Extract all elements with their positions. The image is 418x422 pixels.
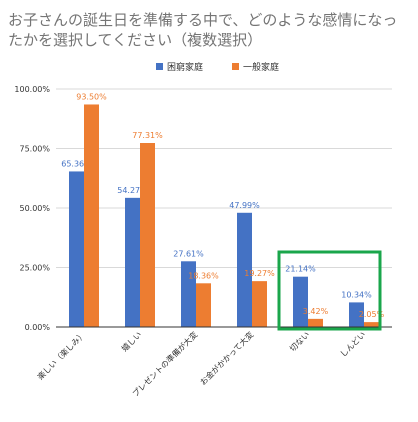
data-label: 21.14%: [285, 265, 316, 274]
bar: [125, 197, 140, 327]
chart-title: お子さんの誕生日を準備する中で、どのような感情になったかを選択してください（複数…: [8, 11, 398, 49]
data-label: 27.61%: [173, 249, 204, 258]
bar: [84, 104, 99, 327]
legend-swatch-0: [156, 63, 163, 70]
highlight-box: [277, 250, 382, 331]
data-label: 18.36%: [188, 271, 219, 280]
bar: [69, 171, 84, 327]
legend-label-0: 困窮家庭: [167, 61, 203, 73]
data-label: 65.36%: [61, 159, 92, 168]
category-label: 嬉しい: [119, 329, 143, 353]
bar: [308, 318, 323, 327]
y-tick-label: 25.00%: [19, 264, 50, 273]
category-label: 切ない: [288, 330, 311, 353]
legend-swatch-1: [232, 63, 239, 70]
y-tick-label: 75.00%: [19, 145, 50, 154]
y-tick-label: 50.00%: [19, 204, 50, 213]
bar: [181, 261, 196, 327]
data-label: 2.05%: [359, 310, 385, 319]
data-label: 47.99%: [229, 201, 260, 210]
data-label: 54.27%: [117, 186, 148, 195]
category-label: お金がかかって大変: [198, 329, 256, 387]
bar: [364, 322, 379, 327]
category-label: しんどい: [339, 330, 368, 359]
bar: [293, 276, 308, 327]
data-label: 19.27%: [244, 269, 275, 278]
data-label: 77.31%: [132, 131, 163, 140]
bar: [237, 212, 252, 327]
category-label: プレゼントの準備が大変: [130, 329, 199, 398]
data-label: 10.34%: [341, 290, 372, 299]
bar: [252, 281, 267, 327]
y-tick-label: 100.00%: [14, 85, 50, 94]
data-label: 93.50%: [76, 92, 107, 101]
y-tick-label: 0.00%: [25, 323, 51, 332]
data-label: 3.42%: [303, 307, 329, 316]
legend-label-1: 一般家庭: [243, 61, 279, 73]
bar: [349, 302, 364, 327]
bar: [140, 143, 155, 327]
category-label: 楽しい（楽しみ）: [35, 329, 87, 381]
bar: [196, 283, 211, 327]
